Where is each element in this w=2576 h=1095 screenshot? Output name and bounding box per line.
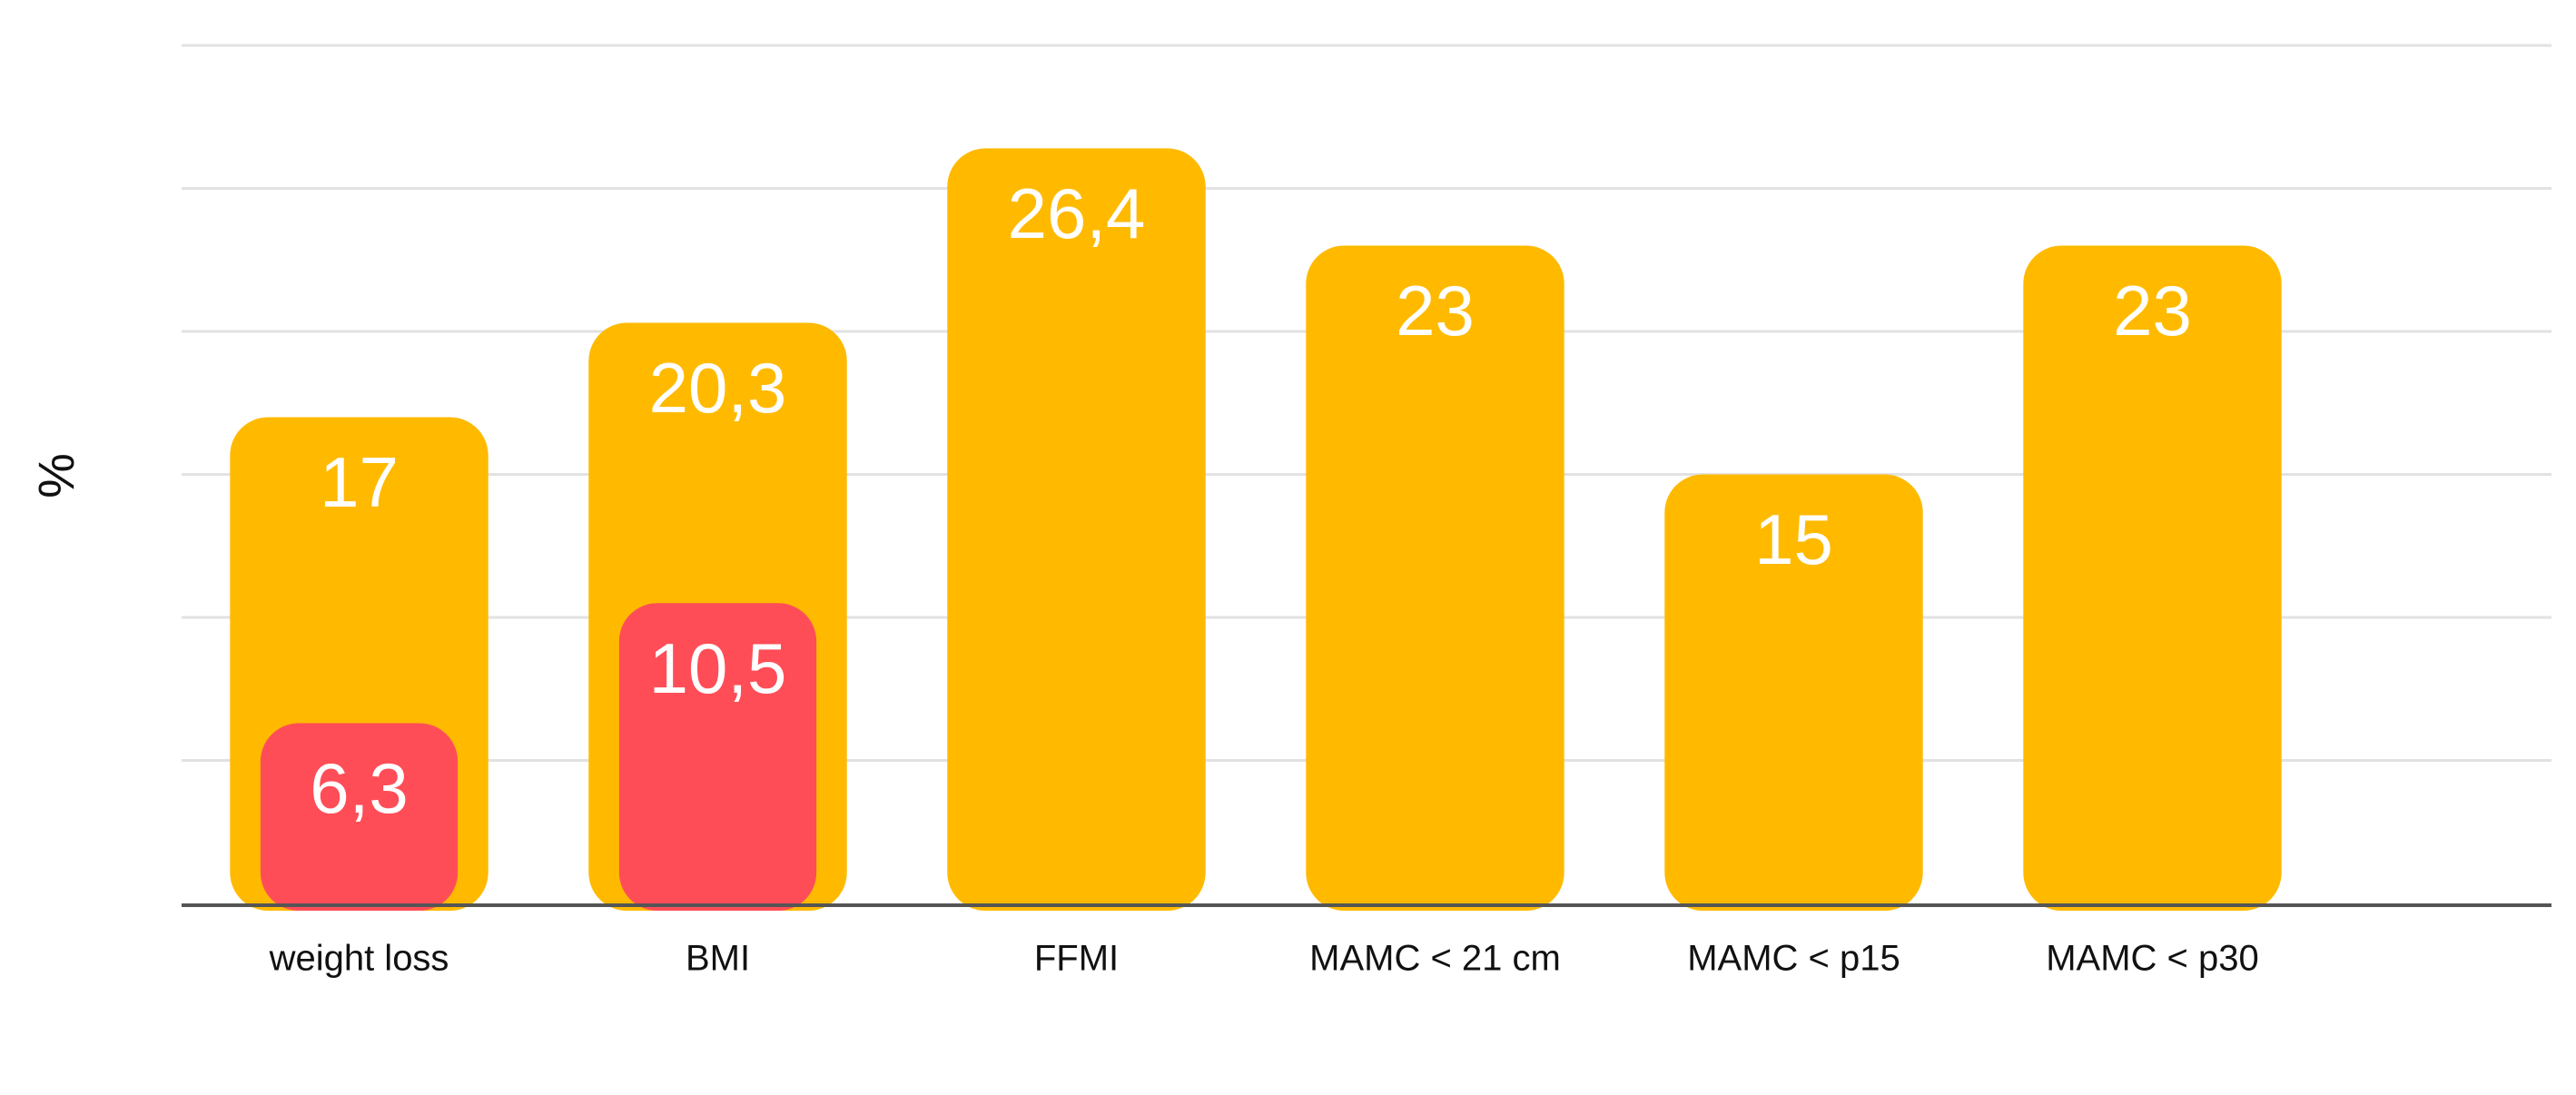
x-tick-label: weight loss (269, 939, 449, 979)
value-label: 10,5 (649, 628, 787, 708)
value-label: 6,3 (310, 748, 408, 828)
bar (260, 723, 459, 911)
value-label: 26,4 (1008, 173, 1146, 253)
x-tick-label: MAMC < 21 cm (1309, 939, 1561, 979)
bar (2023, 245, 2282, 911)
y-axis-label: % (27, 453, 84, 498)
bar (1664, 474, 1923, 911)
x-tick-label: BMI (686, 939, 750, 979)
axis-line (182, 903, 2551, 907)
bar (618, 603, 817, 911)
value-label: 23 (1396, 271, 1475, 350)
value-label: 17 (320, 442, 399, 522)
value-label: 20,3 (649, 348, 787, 428)
x-tick-label: MAMC < p15 (1687, 939, 1900, 979)
bar (1306, 245, 1564, 911)
value-label: 15 (1754, 499, 1833, 579)
x-tick-label: MAMC < p30 (2046, 939, 2259, 979)
value-label: 23 (2113, 271, 2192, 350)
bar (947, 148, 1206, 911)
x-tick-label: FFMI (1034, 939, 1119, 979)
